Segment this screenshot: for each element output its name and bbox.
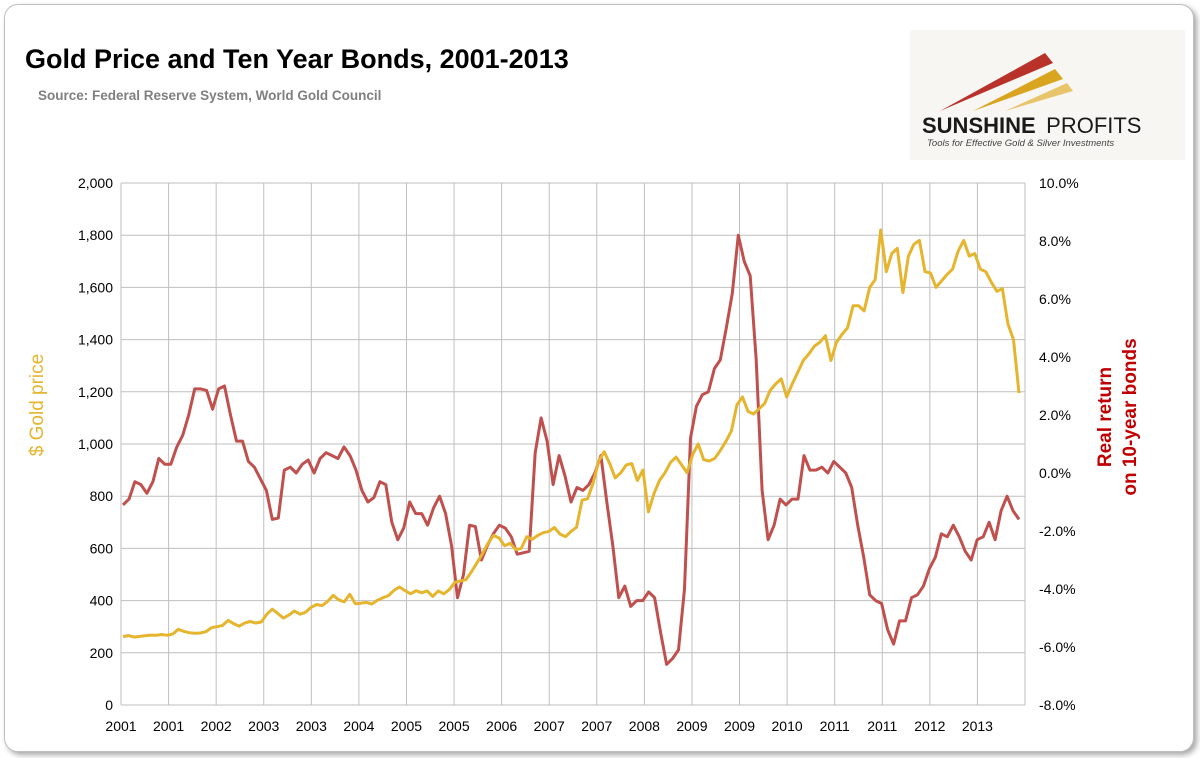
x-tick-label: 2002 <box>201 718 232 734</box>
x-tick-label: 2011 <box>867 718 897 734</box>
logo-name-light: PROFITS <box>1046 113 1141 138</box>
gold-price-line <box>122 228 1021 639</box>
x-tick-label: 2001 <box>105 718 136 734</box>
chart-subtitle: Source: Federal Reserve System, World Go… <box>38 88 381 103</box>
logo-light-ray <box>1005 83 1073 111</box>
x-tick-label: 2008 <box>629 718 660 734</box>
left-tick-label: 200 <box>90 645 114 661</box>
chart-title: Gold Price and Ten Year Bonds, 2001-2013 <box>25 44 569 74</box>
x-tick-label: 2003 <box>248 718 279 734</box>
real-return-line <box>121 233 1021 666</box>
series-lines <box>121 228 1021 666</box>
left-tick-label: 1,000 <box>78 436 113 452</box>
left-tick-label: 1,600 <box>78 279 113 295</box>
right-tick-label: 2.0% <box>1039 407 1071 423</box>
logo-red-ray <box>940 53 1053 111</box>
left-tick-label: 800 <box>90 488 114 504</box>
logo-tagline: Tools for Effective Gold & Silver Invest… <box>927 138 1114 149</box>
x-tick-label: 2010 <box>772 718 803 734</box>
left-tick-label: 1,800 <box>78 227 113 243</box>
x-tick-label: 2003 <box>296 718 327 734</box>
x-tick-label: 2007 <box>581 718 612 734</box>
x-tick-label: 2005 <box>438 718 469 734</box>
right-tick-label: 4.0% <box>1039 349 1071 365</box>
logo-gold-ray <box>973 69 1063 111</box>
right-axis-ticks: -8.0% -6.0% -4.0% -2.0% 0.0% 2.0% 4.0% 6.0% 8.0%… <box>1039 175 1079 713</box>
right-tick-label: 10.0% <box>1039 175 1079 191</box>
left-tick-label: 1,200 <box>78 384 113 400</box>
x-tick-label: 2007 <box>534 718 565 734</box>
right-axis-label-line2: on 10-year bonds <box>1120 338 1141 495</box>
x-tick-label: 2009 <box>676 718 707 734</box>
left-tick-label: 2,000 <box>78 175 113 191</box>
grid-lines <box>120 182 1026 706</box>
chart-frame: Gold Price and Ten Year Bonds, 2001-2013… <box>4 4 1194 752</box>
left-axis-label: $ Gold price <box>27 354 48 456</box>
right-tick-label: -6.0% <box>1039 639 1076 655</box>
gold-bonds-chart: Gold Price and Ten Year Bonds, 2001-2013… <box>25 30 1185 734</box>
x-tick-label: 2004 <box>343 718 374 734</box>
right-axis-label-line1: Real return <box>1095 367 1116 467</box>
right-tick-label: -8.0% <box>1039 697 1076 713</box>
right-tick-label: 0.0% <box>1039 465 1071 481</box>
left-tick-label: 600 <box>90 540 114 556</box>
right-tick-label: 6.0% <box>1039 291 1071 307</box>
right-tick-label: -2.0% <box>1039 523 1076 539</box>
left-tick-label: 400 <box>90 593 114 609</box>
x-tick-label: 2011 <box>820 718 850 734</box>
x-tick-label: 2001 <box>153 718 184 734</box>
x-axis-ticks: 2001 2001 2002 2003 2003 2004 2005 2005 2006 2007… <box>105 718 993 734</box>
right-tick-label: 8.0% <box>1039 233 1071 249</box>
x-tick-label: 2013 <box>962 718 993 734</box>
x-tick-label: 2006 <box>486 718 517 734</box>
x-tick-label: 2009 <box>724 718 755 734</box>
logo-name-bold: SUNSHINE <box>922 113 1036 138</box>
left-axis-ticks: 0 200 400 600 800 1,000 1,200 1,400 1,600 1,800 2,… <box>78 175 113 713</box>
logo-wordmark: SUNSHINE PROFITS <box>922 113 1141 138</box>
left-tick-label: 0 <box>105 697 113 713</box>
x-tick-label: 2012 <box>914 718 945 734</box>
right-tick-label: -4.0% <box>1039 581 1076 597</box>
sunshine-profits-logo: SUNSHINE PROFITS Tools for Effective Gol… <box>910 30 1185 160</box>
x-tick-label: 2005 <box>391 718 422 734</box>
left-tick-label: 1,400 <box>78 332 113 348</box>
